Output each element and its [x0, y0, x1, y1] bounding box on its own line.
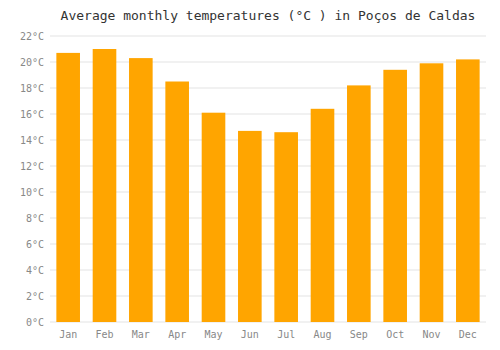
x-tick-label: Aug — [313, 329, 331, 340]
chart: Average monthly temperatures (°C ) in Po… — [0, 0, 500, 350]
bar — [274, 132, 298, 322]
x-tick-label: Jul — [277, 329, 295, 340]
grid-line — [50, 36, 486, 37]
bar — [202, 113, 226, 322]
grid — [50, 36, 486, 322]
y-tick-label: 6°C — [26, 239, 44, 250]
x-tick-label: Apr — [168, 329, 186, 340]
y-tick-label: 12°C — [20, 161, 44, 172]
bar — [93, 49, 117, 322]
x-tick-label: Jun — [241, 329, 259, 340]
y-tick-label: 18°C — [20, 83, 44, 94]
bar — [238, 131, 262, 322]
x-tick-label: Nov — [422, 329, 440, 340]
x-tick-label: Dec — [459, 329, 477, 340]
bar — [311, 109, 335, 322]
y-tick-label: 0°C — [26, 317, 44, 328]
bar — [129, 58, 153, 322]
x-tick-label: Oct — [386, 329, 404, 340]
y-tick-label: 10°C — [20, 187, 44, 198]
y-tick-label: 4°C — [26, 265, 44, 276]
x-tick-label: May — [204, 329, 222, 340]
y-tick-label: 2°C — [26, 291, 44, 302]
bars — [56, 49, 479, 322]
y-tick-label: 20°C — [20, 57, 44, 68]
chart-container: Average monthly temperatures (°C ) in Po… — [0, 0, 500, 350]
y-axis: 0°C 2°C 4°C 6°C 8°C 10°C 12°C 14°C 16°C 18°C 20°C 2… — [20, 31, 44, 328]
x-tick-label: Sep — [350, 329, 368, 340]
y-tick-label: 16°C — [20, 109, 44, 120]
bar — [165, 82, 189, 323]
title: Average monthly temperatures (°C ) in Po… — [61, 8, 476, 23]
y-tick-label: 22°C — [20, 31, 44, 42]
y-tick-label: 14°C — [20, 135, 44, 146]
x-tick-label: Jan — [59, 329, 77, 340]
x-axis: Jan Feb Mar Apr May Jun Jul Aug Sep Oct Nov Dec — [59, 329, 477, 340]
bar — [347, 85, 371, 322]
x-tick-label: Mar — [132, 329, 150, 340]
page: {"chart_data": {"type": "bar", "title": … — [0, 0, 500, 350]
bar — [456, 59, 480, 322]
bar — [420, 63, 444, 322]
y-tick-label: 8°C — [26, 213, 44, 224]
bar — [383, 70, 407, 322]
bar — [56, 53, 80, 322]
x-tick-label: Feb — [95, 329, 113, 340]
